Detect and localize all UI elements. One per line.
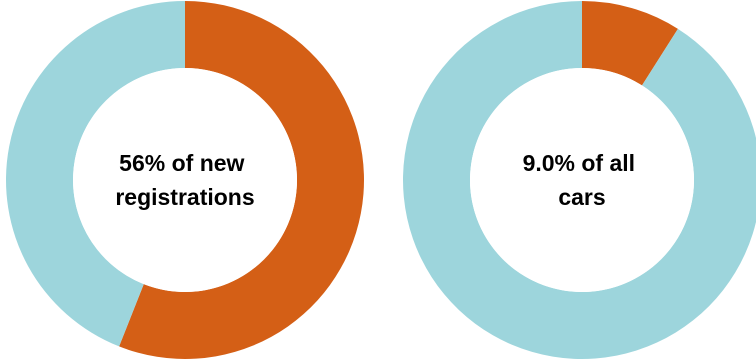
center-label-line-1: 56% of new xyxy=(119,150,244,176)
donut-chart-new-registrations: 56% of new registrations xyxy=(6,1,364,360)
center-label-line-2: registrations xyxy=(115,184,254,210)
donut-slice-1 xyxy=(403,1,756,359)
donut-slice-0 xyxy=(119,1,364,360)
donut-slice-0 xyxy=(582,1,678,86)
center-label-new-registrations: 56% of new registrations xyxy=(115,150,254,210)
center-label-line-2: cars xyxy=(558,184,605,210)
donut-chart-all-cars: 9.0% of all cars xyxy=(403,1,756,359)
donut-hole xyxy=(470,68,694,292)
donut-hole xyxy=(73,68,297,292)
center-label-line-1: 9.0% of all xyxy=(523,150,635,176)
donut-slice-1 xyxy=(6,1,185,347)
center-label-all-cars: 9.0% of all cars xyxy=(523,150,642,210)
